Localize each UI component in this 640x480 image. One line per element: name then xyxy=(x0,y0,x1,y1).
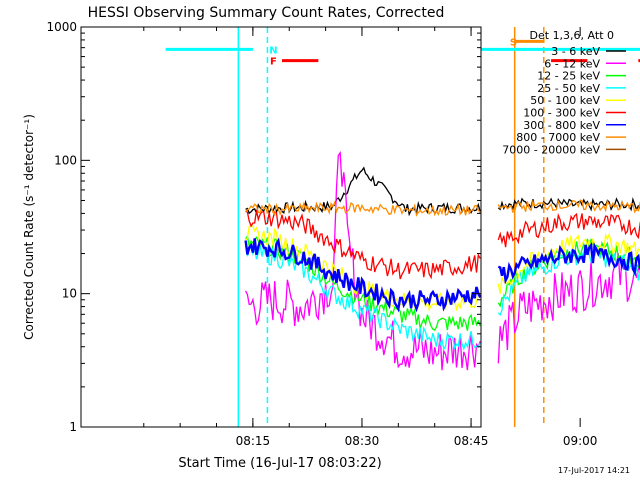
x-tick-label: 08:30 xyxy=(345,434,380,448)
series-line xyxy=(244,237,482,313)
series-line xyxy=(497,197,640,212)
y-axis-label: Corrected Count Rate (s⁻¹ detector⁻¹) xyxy=(22,114,36,340)
legend-entry-label: 100 - 300 keV xyxy=(523,107,600,120)
y-tick-label: 1 xyxy=(69,420,77,434)
series-line xyxy=(245,150,481,371)
x-tick-label: 09:00 xyxy=(563,434,598,448)
y-tick-label: 100 xyxy=(54,153,77,167)
series-line xyxy=(497,241,640,285)
series-line xyxy=(245,166,481,217)
series-line xyxy=(497,238,640,308)
y-tick-label: 1000 xyxy=(46,20,77,34)
x-tick-label: 08:45 xyxy=(454,434,489,448)
legend-entry-label: 12 - 25 keV xyxy=(537,70,600,83)
footer-timestamp: 17-Jul-2017 14:21 xyxy=(558,466,631,475)
legend-entry-label: 50 - 100 keV xyxy=(530,94,600,107)
annotation-label: S xyxy=(510,37,517,48)
annotation-label: F xyxy=(270,57,277,68)
legend-entry-label: 300 - 800 keV xyxy=(523,119,600,132)
series-line xyxy=(497,199,640,214)
series-line xyxy=(497,212,640,248)
legend-entry-label: 7000 - 20000 keV xyxy=(502,143,600,156)
series-line xyxy=(497,243,640,316)
legend-entry-label: 25 - 50 keV xyxy=(537,82,600,95)
legend-entry-label: 800 - 7000 keV xyxy=(516,131,600,144)
plot-frame xyxy=(80,26,482,428)
legend-title: Det 1,3,6, Att 0 xyxy=(530,29,614,42)
y-tick-label: 10 xyxy=(62,287,77,301)
legend-entry-label: 6 - 12 keV xyxy=(544,57,600,70)
series-line xyxy=(245,200,481,217)
legend-entry-label: 3 - 6 keV xyxy=(551,45,600,58)
annotation-label: N xyxy=(269,45,277,56)
x-tick-label: 08:15 xyxy=(236,434,271,448)
chart-title: HESSI Observing Summary Count Rates, Cor… xyxy=(88,5,445,21)
x-axis-label: Start Time (16-Jul-17 08:03:22) xyxy=(178,456,381,471)
series-line xyxy=(245,209,481,280)
